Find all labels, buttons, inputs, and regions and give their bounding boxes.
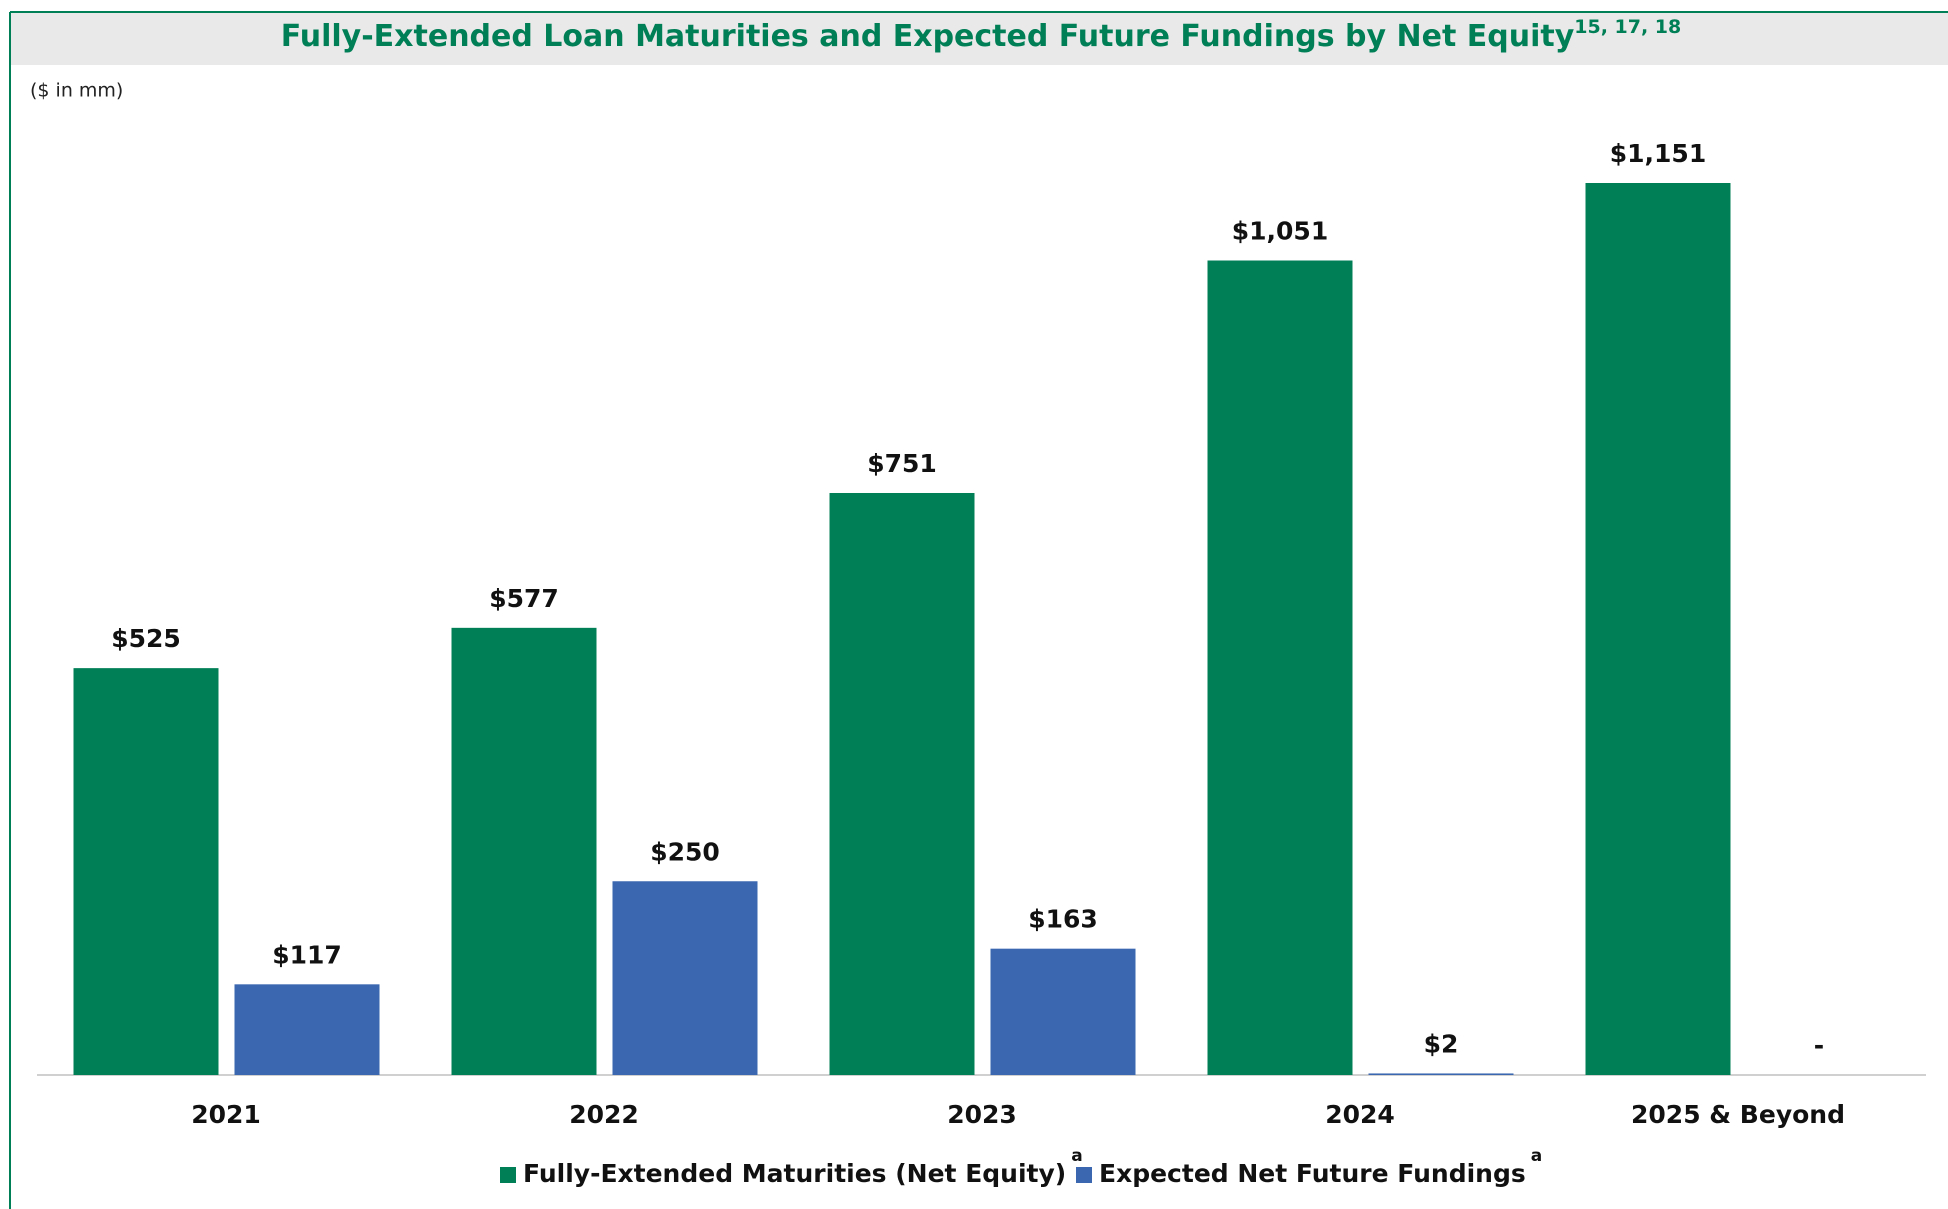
data-label: $1,151 — [1610, 139, 1706, 168]
data-label: $117 — [272, 940, 342, 969]
legend-label: Fully-Extended Maturities (Net Equity)a — [523, 1146, 1083, 1188]
bar — [451, 627, 597, 1075]
legend-swatch — [1076, 1167, 1092, 1183]
x-tick-label: 2024 — [1325, 1100, 1395, 1129]
data-label: $1,051 — [1232, 216, 1328, 245]
legend-text: Fully-Extended Maturities (Net Equity) — [523, 1159, 1066, 1188]
data-label: $163 — [1028, 905, 1098, 934]
title-text: Fully-Extended Loan Maturities and Expec… — [281, 19, 1575, 54]
bar — [990, 948, 1136, 1075]
data-label: $751 — [867, 449, 937, 478]
data-label: - — [1814, 1031, 1824, 1060]
x-tick-label: 2023 — [947, 1100, 1017, 1129]
data-label: $525 — [111, 624, 181, 653]
legend-text: Expected Net Future Fundings — [1099, 1159, 1526, 1188]
legend-label: Expected Net Future Fundingsa — [1099, 1146, 1542, 1188]
title-note: 15, 17, 18 — [1574, 16, 1681, 38]
bar — [1585, 183, 1731, 1075]
legend-note: a — [1071, 1146, 1082, 1166]
data-label: $577 — [489, 584, 559, 613]
bar — [829, 492, 975, 1075]
data-label: $250 — [650, 837, 720, 866]
subtitle: ($ in mm) — [30, 80, 123, 102]
legend-swatch — [500, 1167, 516, 1183]
data-label: $2 — [1424, 1029, 1459, 1058]
legend-note: a — [1531, 1146, 1542, 1166]
chart-title: Fully-Extended Loan Maturities and Expec… — [281, 16, 1682, 54]
x-tick-label: 2022 — [569, 1100, 639, 1129]
title-band — [10, 12, 1948, 65]
x-tick-label: 2021 — [191, 1100, 261, 1129]
bar — [73, 668, 219, 1075]
bar — [1368, 1073, 1514, 1075]
bar — [1207, 260, 1353, 1076]
bar — [234, 984, 380, 1075]
bar — [612, 881, 758, 1075]
x-tick-label: 2025 & Beyond — [1631, 1100, 1845, 1129]
